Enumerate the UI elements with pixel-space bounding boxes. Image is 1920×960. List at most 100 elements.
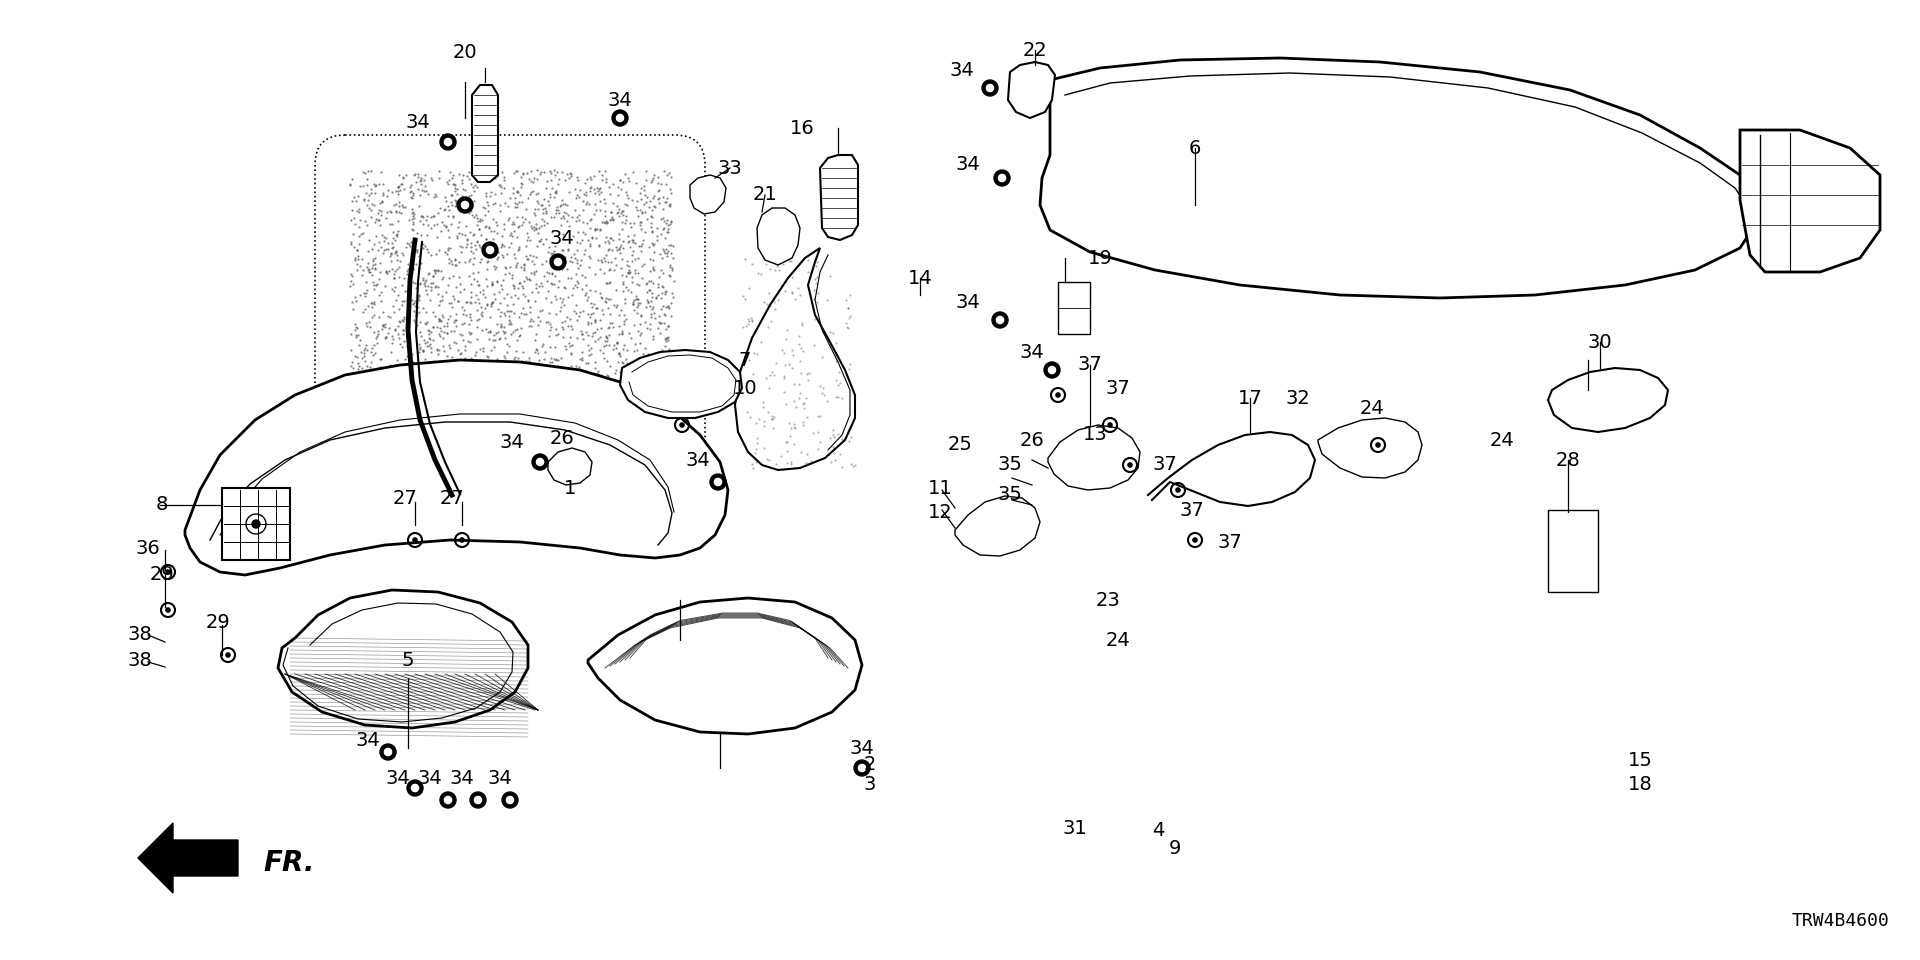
Circle shape — [461, 538, 465, 542]
Circle shape — [380, 744, 396, 760]
Polygon shape — [1048, 425, 1140, 490]
Circle shape — [501, 792, 518, 808]
Text: 34: 34 — [449, 769, 474, 787]
Text: 26: 26 — [549, 428, 574, 447]
Circle shape — [987, 84, 995, 91]
Circle shape — [680, 423, 684, 427]
Text: FR.: FR. — [263, 849, 315, 877]
Text: 15: 15 — [1628, 751, 1653, 770]
Text: 34: 34 — [499, 433, 524, 451]
Text: 21: 21 — [753, 185, 778, 204]
Circle shape — [413, 538, 417, 542]
Text: 34: 34 — [956, 156, 981, 175]
Text: 32: 32 — [1286, 389, 1309, 407]
Polygon shape — [1317, 418, 1423, 478]
Circle shape — [165, 570, 171, 574]
Text: 5: 5 — [401, 651, 415, 669]
Text: 38: 38 — [127, 626, 152, 644]
Text: TRW4B4600: TRW4B4600 — [1791, 912, 1889, 930]
Text: 34: 34 — [549, 228, 574, 248]
Text: 14: 14 — [908, 269, 933, 287]
Circle shape — [710, 474, 726, 490]
Circle shape — [411, 784, 419, 792]
Text: 34: 34 — [685, 450, 710, 469]
Circle shape — [996, 317, 1004, 324]
Circle shape — [457, 197, 472, 213]
Polygon shape — [138, 823, 238, 893]
Text: 36: 36 — [136, 539, 161, 558]
Polygon shape — [184, 360, 728, 575]
Text: 24: 24 — [1106, 631, 1131, 650]
Circle shape — [555, 258, 561, 266]
Text: 17: 17 — [1238, 389, 1261, 407]
Circle shape — [252, 520, 259, 528]
Text: 34: 34 — [355, 731, 380, 750]
FancyBboxPatch shape — [1058, 282, 1091, 334]
Text: 38: 38 — [127, 651, 152, 669]
Text: 34: 34 — [1020, 343, 1044, 362]
Circle shape — [714, 478, 722, 486]
Polygon shape — [735, 248, 854, 470]
FancyBboxPatch shape — [223, 488, 290, 560]
Text: 35: 35 — [998, 455, 1023, 474]
Circle shape — [407, 780, 422, 796]
Text: 1: 1 — [564, 478, 576, 497]
Text: 33: 33 — [718, 158, 743, 178]
Text: 28: 28 — [1555, 450, 1580, 469]
Text: 34: 34 — [386, 769, 411, 787]
Text: 25: 25 — [948, 436, 972, 454]
Text: 11: 11 — [927, 478, 952, 497]
Circle shape — [1044, 362, 1060, 378]
Polygon shape — [820, 155, 858, 240]
Text: 34: 34 — [419, 769, 442, 787]
Text: 22: 22 — [1023, 40, 1048, 60]
Circle shape — [981, 80, 998, 96]
Circle shape — [1108, 423, 1112, 427]
Text: 29: 29 — [205, 612, 230, 632]
Text: 10: 10 — [733, 378, 756, 397]
Circle shape — [444, 138, 451, 146]
Text: 3: 3 — [864, 776, 876, 795]
Polygon shape — [1008, 62, 1054, 118]
Text: 16: 16 — [789, 118, 814, 137]
Text: 6: 6 — [1188, 138, 1202, 157]
Text: 18: 18 — [1628, 776, 1653, 795]
Polygon shape — [1041, 58, 1761, 298]
Polygon shape — [1548, 368, 1668, 432]
Circle shape — [507, 797, 515, 804]
Circle shape — [440, 792, 457, 808]
Polygon shape — [620, 350, 741, 418]
Circle shape — [444, 797, 451, 804]
Circle shape — [227, 653, 230, 657]
Circle shape — [461, 202, 468, 208]
Text: 34: 34 — [950, 60, 973, 80]
Circle shape — [384, 749, 392, 756]
Text: 7: 7 — [739, 350, 751, 370]
Polygon shape — [588, 598, 862, 734]
Text: 26: 26 — [1020, 430, 1044, 449]
Polygon shape — [547, 448, 591, 485]
Text: 37: 37 — [1077, 355, 1102, 374]
Text: 9: 9 — [1169, 838, 1181, 857]
Text: 27: 27 — [440, 489, 465, 508]
Text: 34: 34 — [956, 293, 981, 311]
Text: 35: 35 — [998, 486, 1023, 505]
Circle shape — [1377, 443, 1380, 447]
Text: 20: 20 — [453, 42, 478, 61]
Polygon shape — [954, 496, 1041, 556]
Circle shape — [858, 764, 866, 772]
Circle shape — [616, 114, 624, 122]
Circle shape — [486, 247, 493, 253]
Text: 34: 34 — [405, 112, 430, 132]
Text: 27: 27 — [392, 489, 417, 508]
Polygon shape — [1740, 130, 1880, 272]
Text: 30: 30 — [1588, 332, 1613, 351]
Text: 2: 2 — [864, 756, 876, 775]
Circle shape — [1175, 488, 1181, 492]
Text: 37: 37 — [1179, 500, 1204, 519]
Circle shape — [482, 242, 497, 258]
Circle shape — [854, 760, 870, 776]
Circle shape — [1127, 463, 1133, 468]
Text: 34: 34 — [851, 738, 874, 757]
Text: 37: 37 — [1152, 455, 1177, 474]
